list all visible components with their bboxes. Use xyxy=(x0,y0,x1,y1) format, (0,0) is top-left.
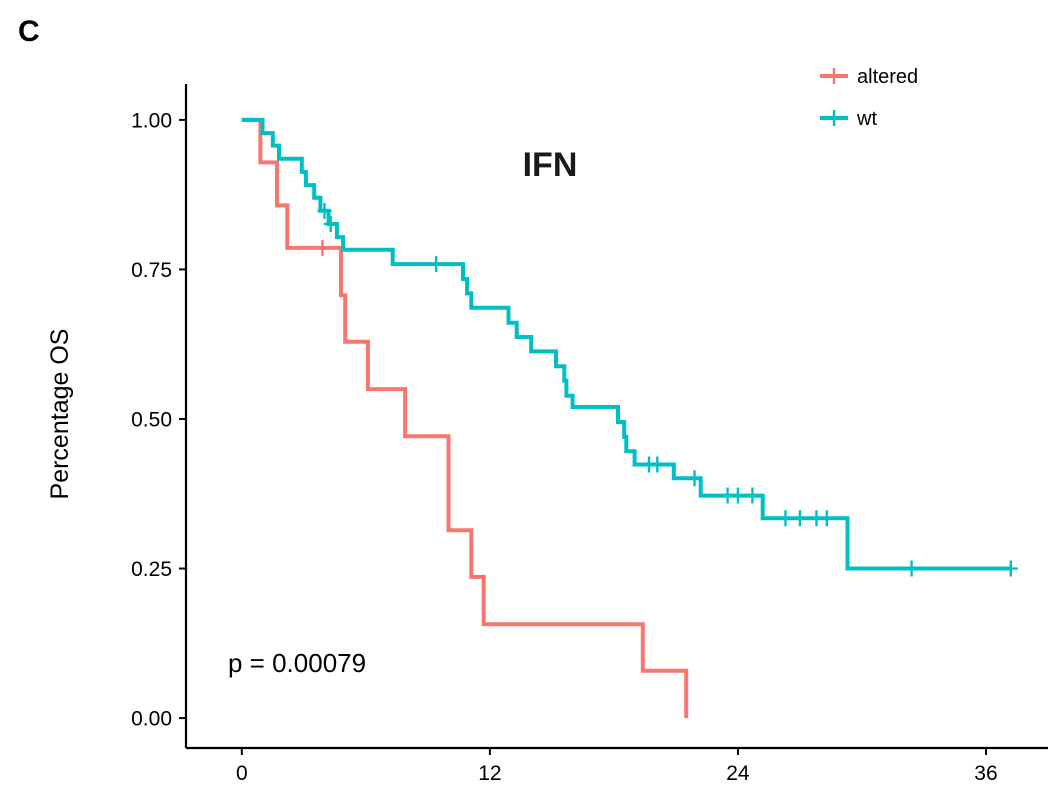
censor-mark-wt xyxy=(730,487,745,504)
survival-curves xyxy=(241,117,1018,719)
censor-mark-wt xyxy=(792,510,807,527)
survival-curve-altered xyxy=(241,117,689,719)
axes: 0.00 0.25 0.50 0.75 1.00 0 12 24 36 xyxy=(131,84,1048,785)
x-tick-label: 12 xyxy=(478,762,501,785)
p-value-annotation: p = 0.00079 xyxy=(228,648,366,678)
x-tick-label: 36 xyxy=(974,762,997,785)
censor-mark-wt xyxy=(778,510,793,527)
legend-item-wt: wt xyxy=(820,108,877,130)
y-tick-label: 0.00 xyxy=(131,708,172,731)
censor-mark-wt xyxy=(1003,560,1018,577)
y-tick-label: 1.00 xyxy=(131,109,172,132)
panel-label: C xyxy=(18,15,40,48)
survival-curve-wt xyxy=(241,117,1011,571)
censor-mark-wt xyxy=(904,560,919,577)
legend: altered wt xyxy=(820,66,918,130)
censor-mark-altered xyxy=(315,239,330,256)
x-tick-label: 0 xyxy=(236,762,248,785)
censor-mark-wt xyxy=(323,215,338,232)
censor-mark-wt xyxy=(650,456,665,473)
x-tick-label: 24 xyxy=(726,762,750,785)
censor-mark-wt xyxy=(317,202,332,219)
legend-item-altered: altered xyxy=(820,66,918,88)
plot-title: IFN xyxy=(523,146,578,184)
y-tick-label: 0.25 xyxy=(131,558,172,581)
y-tick-label: 0.50 xyxy=(131,408,172,431)
censor-mark-wt xyxy=(819,510,834,527)
censor-mark-wt xyxy=(745,487,760,504)
y-axis-title: Percentage OS xyxy=(46,329,74,500)
censor-mark-wt xyxy=(687,470,702,487)
censor-mark-wt xyxy=(429,256,444,273)
legend-label: wt xyxy=(856,108,877,130)
legend-label: altered xyxy=(857,66,918,88)
y-tick-label: 0.75 xyxy=(131,259,172,282)
